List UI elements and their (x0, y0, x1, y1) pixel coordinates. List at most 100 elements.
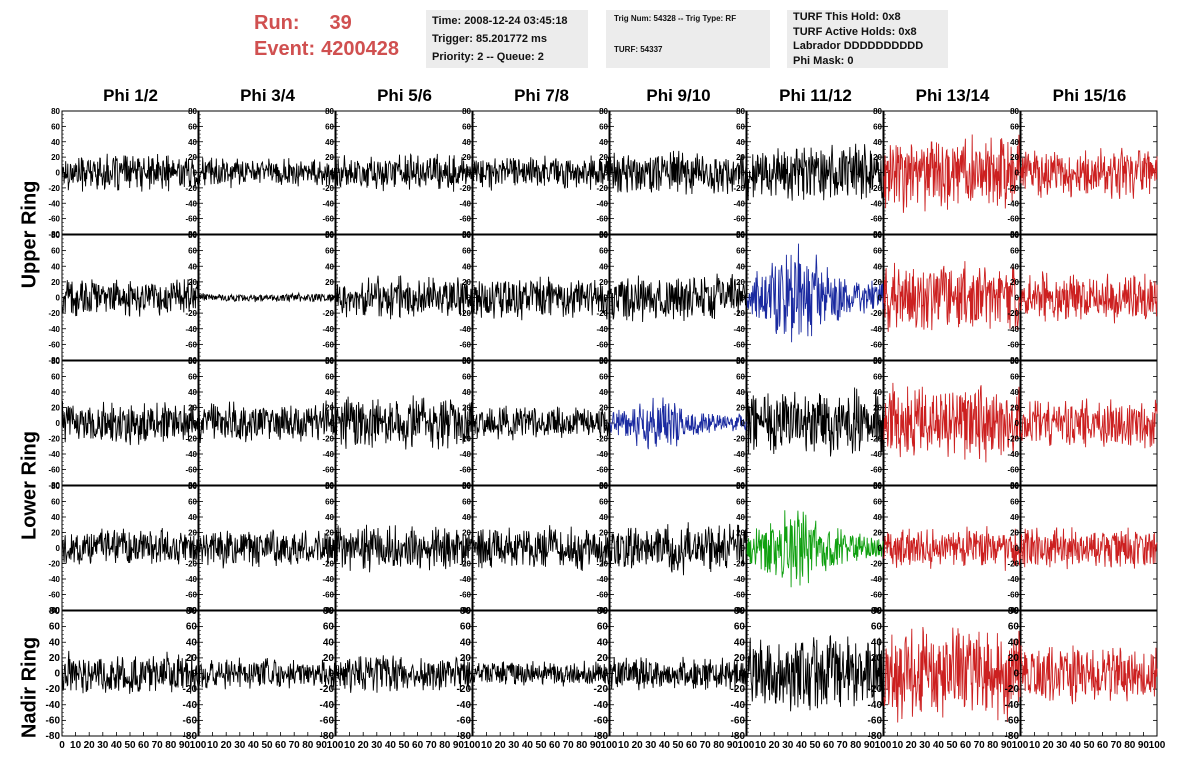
y-tick-label: 60 (736, 122, 745, 131)
y-tick-label: 60 (1010, 247, 1019, 256)
x-tick-label: 50 (535, 740, 547, 751)
turf-active-holds: TURF Active Holds: 0x8 (793, 25, 917, 38)
y-tick-label: 80 (1010, 482, 1019, 491)
x-tick-label: 30 (234, 740, 246, 751)
waveform-trace (1020, 398, 1158, 449)
y-tick-label: 80 (873, 482, 882, 491)
trigger-text: Trigger: 85.201772 ms (432, 33, 547, 45)
x-tick-label: 100 (327, 740, 344, 751)
y-tick-label: 20 (325, 404, 334, 413)
x-tick-label: 20 (221, 740, 233, 751)
y-tick-label: 0 (604, 169, 609, 178)
y-tick-label: 60 (599, 247, 608, 256)
waveform-trace (609, 656, 747, 691)
y-tick-label: 80 (325, 357, 334, 366)
y-tick-label: -60 (322, 466, 334, 475)
waveform-trace (1020, 527, 1158, 570)
y-tick-label: 20 (599, 278, 608, 287)
y-tick-label: -40 (459, 575, 471, 584)
y-tick-label: 20 (1010, 278, 1019, 287)
x-tick-label: 70 (700, 740, 712, 751)
x-tick-label: 40 (111, 740, 123, 751)
y-tick-label: 60 (736, 247, 745, 256)
x-tick-label: 30 (508, 740, 520, 751)
y-tick-label: -40 (733, 450, 745, 459)
y-tick-label: 40 (51, 138, 60, 147)
y-tick-label: 40 (873, 138, 882, 147)
y-tick-label: -60 (868, 715, 883, 726)
y-tick-label: -80 (48, 230, 60, 239)
y-tick-label: 80 (871, 606, 883, 617)
y-tick-label: 40 (51, 262, 60, 271)
y-tick-label: 20 (188, 404, 197, 413)
y-tick-label: -20 (48, 309, 60, 318)
x-tick-label: 60 (686, 740, 698, 751)
y-tick-label: 0 (467, 544, 472, 553)
waveform-trace (746, 634, 884, 712)
y-tick-label: 0 (741, 419, 746, 428)
y-tick-label: 40 (871, 637, 883, 648)
time-text: Time: 2008-12-24 03:45:18 (432, 15, 568, 27)
y-tick-label: 40 (325, 262, 334, 271)
x-tick-label: 20 (84, 740, 96, 751)
y-tick-label: -20 (870, 309, 882, 318)
y-tick-label: 20 (188, 278, 197, 287)
y-tick-label: -80 (1005, 731, 1020, 742)
waveform-panel-r1-c0: 80 60 40 20 0 -20 -40 -60 -80 (48, 231, 199, 365)
y-tick-label: 20 (597, 653, 609, 664)
waveform-trace (883, 626, 1021, 723)
x-tick-label: 20 (632, 740, 644, 751)
waveform-trace (1020, 147, 1158, 199)
waveform-trace (883, 382, 1021, 463)
y-tick-label: 40 (1010, 262, 1019, 271)
y-tick-label: 20 (873, 529, 882, 538)
y-tick-label: 20 (325, 529, 334, 538)
y-tick-label: 20 (460, 653, 472, 664)
y-tick-label: -40 (596, 199, 608, 208)
x-tick-label: 60 (1097, 740, 1109, 751)
y-tick-label: -60 (320, 715, 335, 726)
x-tick-label: 50 (1083, 740, 1095, 751)
y-tick-label: 80 (188, 231, 197, 240)
y-tick-label: 20 (873, 153, 882, 162)
y-tick-label: 20 (599, 404, 608, 413)
y-tick-label: 60 (871, 622, 883, 633)
y-tick-label: 20 (736, 529, 745, 538)
y-tick-label: -20 (459, 184, 471, 193)
turf-this-hold: TURF This Hold: 0x8 (793, 11, 901, 23)
y-tick-label: 40 (599, 262, 608, 271)
y-tick-label: 40 (1010, 138, 1019, 147)
y-tick-label: 40 (736, 138, 745, 147)
panel-frame (198, 360, 336, 486)
y-tick-label: 40 (325, 138, 334, 147)
y-tick-label: 60 (325, 247, 334, 256)
waveform-trace (1020, 271, 1158, 324)
x-tick-label: 50 (809, 740, 821, 751)
y-tick-label: 60 (51, 373, 60, 382)
y-tick-label: -40 (1007, 325, 1019, 334)
y-tick-label: 80 (325, 482, 334, 491)
y-tick-label: -60 (1007, 340, 1019, 349)
y-tick-label: -80 (594, 731, 609, 742)
y-tick-label: -40 (185, 199, 197, 208)
y-tick-label: 60 (736, 498, 745, 507)
y-tick-label: -20 (596, 309, 608, 318)
y-tick-label: 80 (49, 606, 61, 617)
waveform-panel-r4-c4: 80 60 40 20 0 -20 -40 -60 -80 (594, 606, 747, 742)
y-tick-label: -20 (594, 684, 609, 695)
y-tick-label: -20 (459, 560, 471, 569)
x-tick-label: 30 (919, 740, 931, 751)
y-tick-label: -60 (185, 215, 197, 224)
y-tick-label: 40 (1010, 388, 1019, 397)
y-tick-label: -20 (320, 684, 335, 695)
x-tick-label: 70 (426, 740, 438, 751)
y-tick-label: 0 (330, 544, 335, 553)
